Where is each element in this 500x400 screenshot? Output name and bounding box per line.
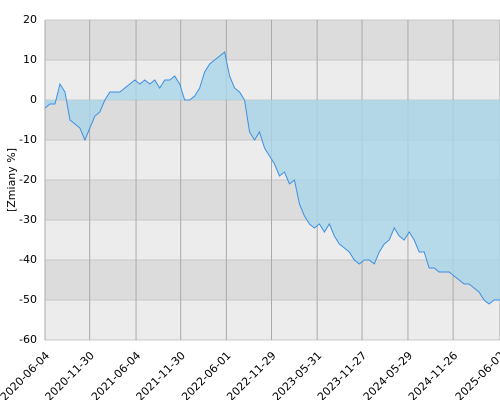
y-axis-label: [Zmiany %] — [5, 148, 18, 212]
y-tick-label: -40 — [19, 253, 37, 266]
area — [45, 52, 500, 304]
grid-band — [45, 300, 500, 340]
x-tick-label: 2025-06-02 — [453, 349, 500, 400]
x-tick-label: 2024-11-26 — [406, 349, 460, 400]
line — [44, 51, 500, 305]
grid-band — [45, 260, 500, 300]
y-tick-label: -30 — [19, 213, 37, 226]
y-tick-label: 10 — [23, 53, 37, 66]
y-tick-label: -50 — [19, 293, 37, 306]
y-tick-label: 20 — [23, 13, 37, 26]
y-tick-label: 0 — [30, 93, 37, 106]
y-tick-label: -60 — [19, 333, 37, 346]
y-tick-label: -10 — [19, 133, 37, 146]
x-tick-label: 2023-11-27 — [315, 349, 369, 400]
grid-band — [45, 20, 500, 60]
y-tick-label: -20 — [19, 173, 37, 186]
